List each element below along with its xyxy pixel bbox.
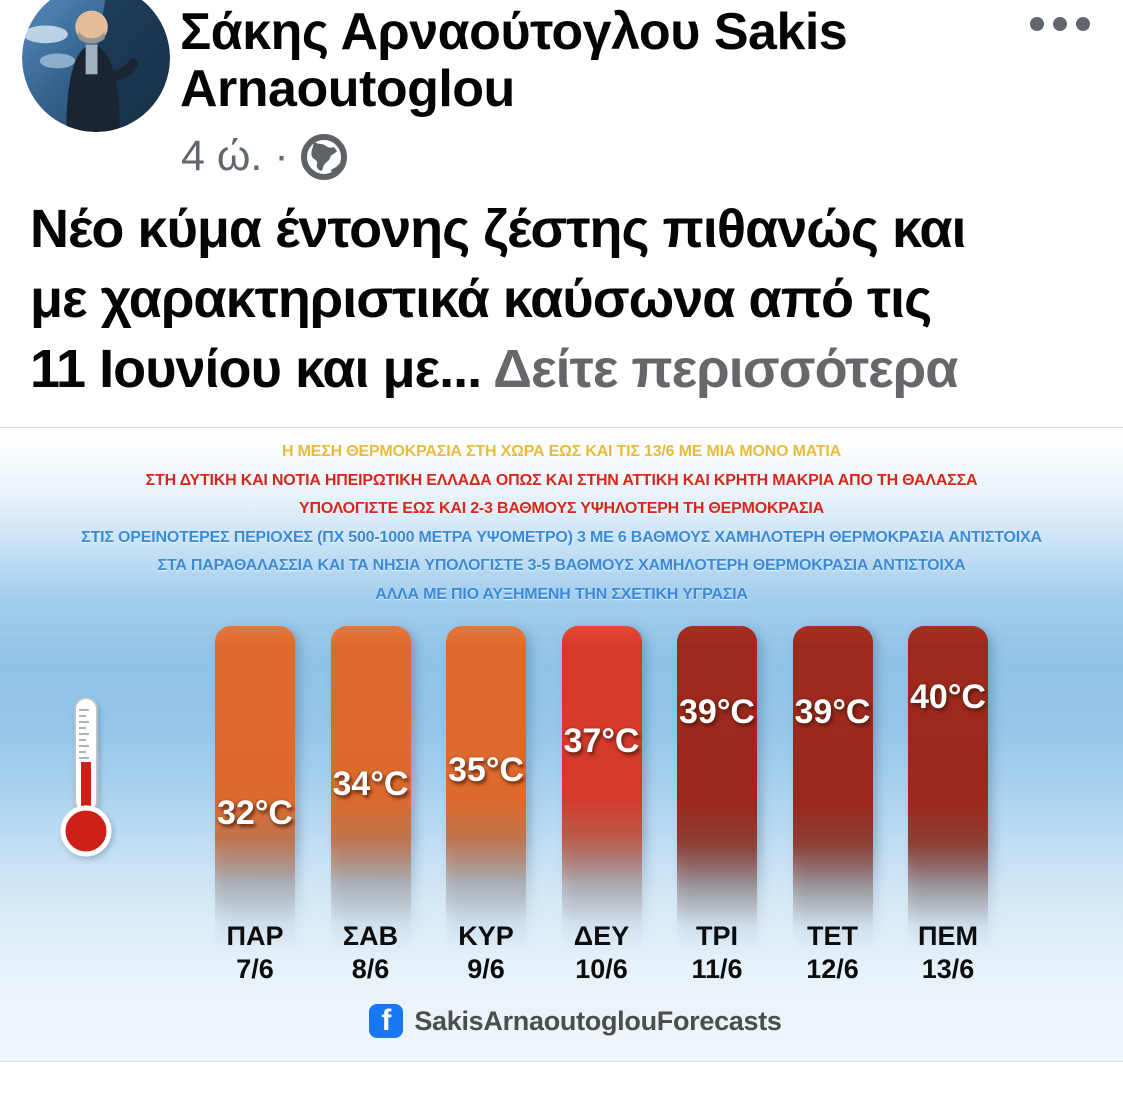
watermark: f SakisArnaoutoglouForecasts xyxy=(14,1004,1123,1038)
chart-title-line: Η ΜΕΣΗ ΘΕΡΜΟΚΡΑΣΙΑ ΣΤΗ ΧΩΡΑ ΕΩΣ ΚΑΙ ΤΙΣ … xyxy=(282,443,841,460)
bar-column: 40°C ΠΕΜ 13/6 xyxy=(888,626,1008,1006)
temperature-bar: 37°C xyxy=(561,626,642,956)
post-menu-button[interactable] xyxy=(1020,2,1100,46)
day-label: ΣΑΒ 8/6 xyxy=(311,920,431,986)
bar-column: 39°C ΤΕΤ 12/6 xyxy=(773,626,893,1006)
bar-column: 35°C ΚΥΡ 9/6 xyxy=(426,626,546,1006)
bar-value-label: 34°C xyxy=(332,765,409,803)
post-text: Νέο κύμα έντονης ζέστης πιθανώς και με χ… xyxy=(30,194,1102,404)
temperature-bar: 40°C xyxy=(908,626,988,956)
day-date: 10/6 xyxy=(575,954,628,984)
bar-column: 39°C ΤΡΙ 11/6 xyxy=(657,626,777,1006)
day-label: ΠΑΡ 7/6 xyxy=(195,920,315,986)
day-date: 13/6 xyxy=(921,954,975,984)
bar-value-label: 39°C xyxy=(679,692,755,731)
thermometer-icon xyxy=(60,697,112,857)
bar-column: 34°C ΣΑΒ 8/6 xyxy=(311,626,431,1006)
day-label: ΤΡΙ 11/6 xyxy=(657,920,777,986)
day-date: 8/6 xyxy=(351,954,390,984)
forecast-image[interactable]: Η ΜΕΣΗ ΘΕΡΜΟΚΡΑΣΙΑ ΣΤΗ ΧΩΡΑ ΕΩΣ ΚΑΙ ΤΙΣ … xyxy=(0,427,1123,1062)
day-date: 12/6 xyxy=(806,954,859,984)
post-meta: 4 ώ. · xyxy=(181,132,347,181)
author-name[interactable]: Σάκης Αρναούτογλου Sakis Arnaoutoglou xyxy=(180,3,848,118)
bar-column: 37°C ΔΕΥ 10/6 xyxy=(542,626,662,1006)
watermark-text: SakisArnaoutoglouForecasts xyxy=(414,1005,782,1036)
bar-value-label: 39°C xyxy=(794,692,871,731)
globe-icon xyxy=(300,133,347,180)
chart-title-block: Η ΜΕΣΗ ΘΕΡΜΟΚΡΑΣΙΑ ΣΤΗ ΧΩΡΑ ΕΩΣ ΚΑΙ ΤΙΣ … xyxy=(0,438,1123,609)
temperature-bar: 39°C xyxy=(792,626,873,956)
timestamp[interactable]: 4 ώ. xyxy=(181,132,263,180)
chart-title-line: ΣΤΑ ΠΑΡΑΘΑΛΑΣΣΙΑ ΚΑΙ ΤΑ ΝΗΣΙΑ ΥΠΟΛΟΓΙΣΤΕ… xyxy=(157,557,966,574)
day-name: ΠΕΜ xyxy=(918,921,978,951)
chart-title-line: ΑΛΛΑ ΜΕ ΠΙΟ ΑΥΞΗΜΕΝΗ ΤΗΝ ΣΧΕΤΙΚΗ ΥΓΡΑΣΙΑ xyxy=(375,585,748,603)
day-label: ΤΕΤ 12/6 xyxy=(773,920,893,986)
day-date: 9/6 xyxy=(467,954,505,984)
temperature-bar: 32°C xyxy=(215,626,295,956)
avatar[interactable] xyxy=(22,0,170,132)
day-label: ΚΥΡ 9/6 xyxy=(426,920,546,986)
bar-value-label: 32°C xyxy=(217,794,293,832)
post-body: Νέο κύμα έντονης ζέστης πιθανώς και με χ… xyxy=(30,199,967,399)
see-more-link[interactable]: Δείτε περισσότερα xyxy=(493,339,958,399)
day-label: ΠΕΜ 13/6 xyxy=(888,920,1008,986)
temperature-bar: 35°C xyxy=(446,626,526,956)
bar-value-label: 37°C xyxy=(563,721,640,760)
day-date: 7/6 xyxy=(236,954,274,984)
day-name: ΤΡΙ xyxy=(695,921,738,951)
bar-value-label: 35°C xyxy=(448,750,524,789)
day-name: ΤΕΤ xyxy=(807,921,858,951)
bar-value-label: 40°C xyxy=(910,678,986,716)
day-name: ΚΥΡ xyxy=(458,921,514,951)
ellipsis-icon xyxy=(1030,17,1090,31)
day-name: ΣΑΒ xyxy=(342,921,399,951)
day-name: ΔΕΥ xyxy=(573,921,630,951)
chart-title-line: ΣΤΙΣ ΟΡΕΙΝΟΤΕΡΕΣ ΠΕΡΙΟΧΕΣ (ΠΧ 500-1000 Μ… xyxy=(81,528,1042,546)
chart-title-line: ΣΤΗ ΔΥΤΙΚΗ ΚΑΙ ΝΟΤΙΑ ΗΠΕΙΡΩΤΙΚΗ ΕΛΛΑΔΑ Ο… xyxy=(145,471,978,489)
day-label: ΔΕΥ 10/6 xyxy=(542,920,662,986)
avatar-photo xyxy=(22,0,170,132)
facebook-icon: f xyxy=(369,1004,404,1038)
bar-column: 32°C ΠΑΡ 7/6 xyxy=(195,626,315,1006)
day-name: ΠΑΡ xyxy=(226,921,284,951)
day-date: 11/6 xyxy=(691,954,743,984)
chart-title-line: ΥΠΟΛΟΓΙΣΤΕ ΕΩΣ ΚΑΙ 2-3 ΒΑΘΜΟΥΣ ΥΨΗΛΟΤΕΡΗ… xyxy=(299,500,824,517)
meta-separator: · xyxy=(274,132,289,180)
temperature-bar: 34°C xyxy=(330,626,411,956)
temperature-bar: 39°C xyxy=(677,626,757,956)
